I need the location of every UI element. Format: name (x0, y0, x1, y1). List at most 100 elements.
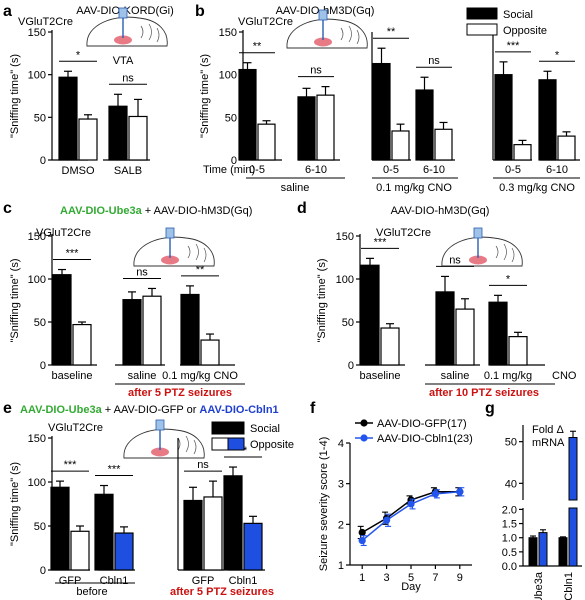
bar-cbln1-lower (568, 507, 578, 567)
bar-social (94, 493, 114, 571)
data-point (358, 528, 366, 537)
bar-opposite (455, 308, 475, 366)
brain-icon (86, 7, 168, 47)
x-tick-label: 0-5 (383, 164, 399, 176)
significance-label: *** (374, 236, 388, 248)
x-tick-label: GFP (59, 575, 82, 587)
significance-label: *** (108, 464, 122, 476)
bar-opposite (557, 135, 576, 161)
bar-social (297, 96, 316, 161)
panel-e-title: AAV-DIO-Ube3a + AAV-DIO-GFP or AAV-DIO-C… (20, 404, 279, 416)
x-axis-label: Day (401, 581, 421, 593)
red-note: after 5 PTZ seizures (170, 586, 274, 598)
brain-icon (133, 227, 215, 267)
significance-label: * (555, 49, 560, 61)
significance-label: ns (428, 55, 440, 67)
bar-opposite (72, 323, 92, 366)
bar-opposite (70, 530, 90, 571)
significance-label: *** (507, 40, 521, 52)
bar-opposite (391, 130, 410, 161)
y-tick-label: 0.5 (502, 547, 517, 559)
implant-cannula (155, 419, 165, 431)
panel-label-e: e (3, 400, 12, 417)
y-axis-label: "Sniffing time" (s) (9, 462, 21, 546)
bar-social (122, 299, 142, 366)
y-tick-label: 50 (225, 112, 237, 124)
x-tick-label: baseline (360, 370, 401, 382)
panel-label-f: f (310, 400, 316, 417)
data-point (383, 516, 391, 524)
bar-opposite (78, 118, 98, 161)
y-axis-label: "Sniffing time" (s) (199, 54, 211, 138)
x-tick-label: SALB (114, 165, 142, 177)
significance-label: *** (64, 459, 78, 471)
cerebellum-folds (187, 243, 207, 263)
cerebellum-folds (340, 25, 360, 45)
y-tick-label: 50 (342, 317, 354, 329)
y-tick-label: 0 (40, 155, 46, 167)
brain-outline (133, 236, 215, 267)
panel-e-subtitle: VGluT2Cre (48, 422, 103, 434)
x-tick-label: 6-10 (305, 164, 327, 176)
brain-region-marker (151, 447, 169, 457)
bar-opposite (316, 94, 335, 161)
group-label: 0.3 mg/kg CNO (499, 182, 575, 194)
implant-cannula (118, 7, 128, 19)
bar-social (180, 293, 200, 366)
significance-label: *** (66, 248, 80, 260)
data-point (456, 488, 464, 496)
y-tick-label: 50 (505, 437, 517, 449)
y-tick-label: 2 (338, 519, 344, 531)
x-tick-label: GFP (192, 575, 215, 587)
bar-social (108, 105, 128, 161)
bar-social (415, 89, 434, 161)
brain-outline (86, 16, 168, 47)
x-tick-label: 6-10 (546, 164, 568, 176)
panel-label-c: c (3, 200, 12, 217)
red-note: after 10 PTZ seizures (429, 387, 539, 399)
legend-marker (360, 419, 368, 427)
implant-cannula (165, 227, 175, 239)
significance-label: ns (136, 266, 148, 278)
y-tick-label: 3 (338, 479, 344, 491)
data-point (431, 490, 439, 498)
significance-label: ** (387, 26, 396, 38)
y-tick-label: 100 (28, 70, 46, 82)
brain-outline (286, 18, 368, 49)
x-tick-label: DMSO (62, 165, 95, 177)
panel-label-b: b (195, 3, 205, 20)
legend-swatch-opposite (211, 437, 229, 451)
y-tick-label: 150 (219, 27, 237, 39)
cerebellum-folds (495, 243, 515, 263)
bar-social (50, 486, 70, 571)
x-tick-label: 9 (457, 572, 463, 584)
legend-label-social: Social (250, 423, 280, 435)
panel-c-title: AAV-DIO-Ube3a + AAV-DIO-hM3D(Gq) (60, 205, 252, 217)
x-tick-label: Cbln1 (100, 575, 129, 587)
bar-opposite (434, 128, 453, 161)
y-axis-label: "Sniffing time" (s) (316, 258, 328, 342)
brain-icon (441, 227, 523, 267)
y-tick-label: 0.0 (502, 561, 517, 573)
legend-label: AAV-DIO-Cbln1(23) (377, 433, 473, 445)
y-tick-label: 150 (28, 27, 46, 39)
x-tick-label: 5 (408, 572, 414, 584)
x-tick-label: 0-5 (505, 164, 521, 176)
red-note: after 5 PTZ seizures (128, 387, 232, 399)
y-axis-label: "Sniffing time" (s) (9, 54, 21, 138)
brain-icon (286, 9, 368, 49)
y-tick-label: 50 (34, 521, 46, 533)
panel-label-g: g (485, 400, 495, 417)
bar-social (52, 274, 72, 366)
inset-label-line1: Fold Δ (532, 424, 564, 436)
group-label: saline (281, 182, 310, 194)
significance-label: ** (239, 445, 248, 457)
y-axis-label: Seizure severity score (1-4) (318, 437, 330, 572)
region-label: VTA (113, 55, 134, 67)
legend-marker (360, 434, 368, 442)
data-point (358, 537, 366, 545)
y-tick-label: 50 (34, 317, 46, 329)
significance-label: ns (310, 65, 322, 77)
x-tick-label: saline (441, 370, 470, 382)
x-tick-label: 3 (384, 572, 390, 584)
